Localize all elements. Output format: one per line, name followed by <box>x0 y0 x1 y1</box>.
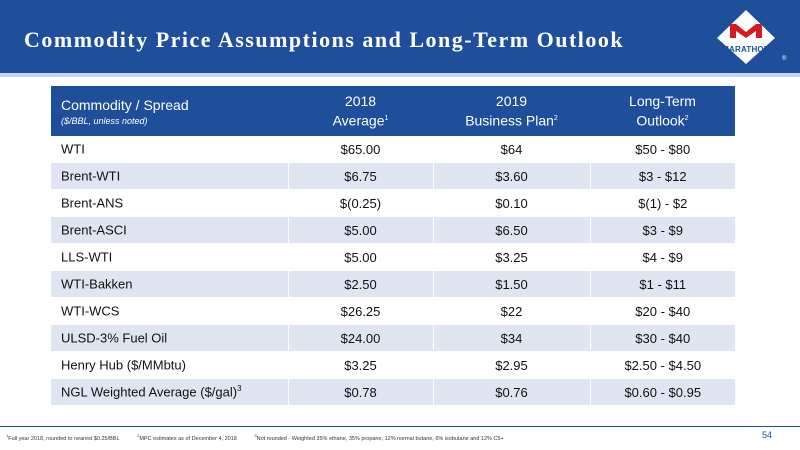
commodity-label: NGL Weighted Average ($/gal)3 <box>51 378 289 406</box>
table-header-row: Commodity / Spread ($/BBL, unless noted)… <box>51 86 735 136</box>
plan-2019-cell: $6.50 <box>433 216 591 244</box>
plan-2019-cell: $22 <box>433 297 591 325</box>
commodity-label: Brent-ASCI <box>51 216 289 244</box>
col-header-long-term-outlook: Long-Term Outlook2 <box>590 86 735 136</box>
plan-2019-cell: $3.60 <box>433 162 591 190</box>
col-header-2019-footnote-mark: 2 <box>553 115 558 123</box>
avg-2018-cell: $65.00 <box>288 136 434 163</box>
avg-2018-cell: $0.78 <box>288 378 434 406</box>
commodity-label: WTI-WCS <box>51 297 289 325</box>
col-header-outlook-line1: Long-Term <box>629 93 696 110</box>
col-header-2018-footnote-mark: 1 <box>384 115 389 123</box>
plan-2019-cell: $1.50 <box>433 270 591 298</box>
header-divider <box>0 73 800 77</box>
table-row: NGL Weighted Average ($/gal)3 $0.78 $0.7… <box>51 378 735 406</box>
commodity-label: ULSD-3% Fuel Oil <box>51 324 289 352</box>
plan-2019-cell: $34 <box>433 324 591 352</box>
col-header-2018-average: 2018 Average1 <box>288 86 433 136</box>
outlook-cell: $50 - $80 <box>590 136 735 163</box>
commodity-label: WTI-Bakken <box>51 270 289 298</box>
commodity-label: Brent-ANS <box>51 189 289 217</box>
avg-2018-cell: $24.00 <box>288 324 434 352</box>
avg-2018-cell: $5.00 <box>288 216 434 244</box>
page-number: 54 <box>762 430 773 440</box>
slide-title: Commodity Price Assumptions and Long-Ter… <box>24 27 625 52</box>
commodity-label: LLS-WTI <box>51 243 289 271</box>
avg-2018-cell: $5.00 <box>288 243 434 271</box>
commodity-label: WTI <box>51 136 289 163</box>
logo-wordmark: MARATHON <box>722 45 770 54</box>
col-header-2019-business-plan: 2019 Business Plan2 <box>433 86 590 136</box>
table-row: ULSD-3% Fuel Oil $24.00 $34 $30 - $40 <box>51 324 735 352</box>
commodity-price-table: Commodity / Spread ($/BBL, unless noted)… <box>51 86 735 406</box>
commodity-label: Brent-WTI <box>51 162 289 190</box>
table-row: WTI-Bakken $2.50 $1.50 $1 - $11 <box>51 270 735 298</box>
outlook-cell: $30 - $40 <box>590 324 735 352</box>
table-row: Brent-WTI $6.75 $3.60 $3 - $12 <box>51 162 735 190</box>
footer-divider <box>0 426 800 427</box>
avg-2018-cell: $3.25 <box>288 351 434 379</box>
outlook-cell: $3 - $9 <box>590 216 735 244</box>
footnote-2: 2MPC estimates as of December 4, 2018 <box>137 433 237 442</box>
outlook-cell: $(1) - $2 <box>590 189 735 217</box>
outlook-cell: $20 - $40 <box>590 297 735 325</box>
outlook-cell: $1 - $11 <box>590 270 735 298</box>
outlook-cell: $4 - $9 <box>590 243 735 271</box>
outlook-cell: $3 - $12 <box>590 162 735 190</box>
table-row: WTI $65.00 $64 $50 - $80 <box>51 136 735 163</box>
col-header-commodity-title: Commodity / Spread <box>61 96 189 113</box>
footnotes: 1Full year 2018, rounded to nearest $0.2… <box>6 433 520 442</box>
col-header-commodity: Commodity / Spread ($/BBL, unless noted) <box>51 86 288 136</box>
outlook-cell: $2.50 - $4.50 <box>590 351 735 379</box>
table-row: Brent-ASCI $5.00 $6.50 $3 - $9 <box>51 216 735 244</box>
outlook-cell: $0.60 - $0.95 <box>590 378 735 406</box>
plan-2019-cell: $64 <box>433 136 591 163</box>
col-header-2018-line2: Average <box>332 112 385 129</box>
slide-header: Commodity Price Assumptions and Long-Ter… <box>0 0 800 73</box>
table-row: Henry Hub ($/MMbtu) $3.25 $2.95 $2.50 - … <box>51 351 735 379</box>
table-row: Brent-ANS $(0.25) $0.10 $(1) - $2 <box>51 189 735 217</box>
plan-2019-cell: $0.76 <box>433 378 591 406</box>
table-row: WTI-WCS $26.25 $22 $20 - $40 <box>51 297 735 325</box>
col-header-outlook-footnote-mark: 2 <box>684 115 689 123</box>
avg-2018-cell: $6.75 <box>288 162 434 190</box>
avg-2018-cell: $26.25 <box>288 297 434 325</box>
trademark-mark: ® <box>782 56 787 62</box>
plan-2019-cell: $3.25 <box>433 243 591 271</box>
col-header-2019-line1: 2019 <box>495 93 528 110</box>
footnote-1: 1Full year 2018, rounded to nearest $0.2… <box>6 433 120 442</box>
plan-2019-cell: $0.10 <box>433 189 591 217</box>
commodity-label: Henry Hub ($/MMbtu) <box>51 351 289 379</box>
col-header-2019-line2: Business Plan <box>465 112 554 129</box>
col-header-outlook-line2: Outlook <box>636 112 685 129</box>
col-header-commodity-sub: ($/BBL, unless noted) <box>61 115 148 126</box>
table-row: LLS-WTI $5.00 $3.25 $4 - $9 <box>51 243 735 271</box>
plan-2019-cell: $2.95 <box>433 351 591 379</box>
footnote-3: 3Not rounded - Weighted 35% ethane, 35% … <box>254 433 504 442</box>
marathon-logo-icon <box>717 10 775 64</box>
col-header-2018-line1: 2018 <box>344 93 377 110</box>
avg-2018-cell: $2.50 <box>288 270 434 298</box>
avg-2018-cell: $(0.25) <box>288 189 434 217</box>
marathon-logo: MARATHON ® <box>712 8 786 64</box>
